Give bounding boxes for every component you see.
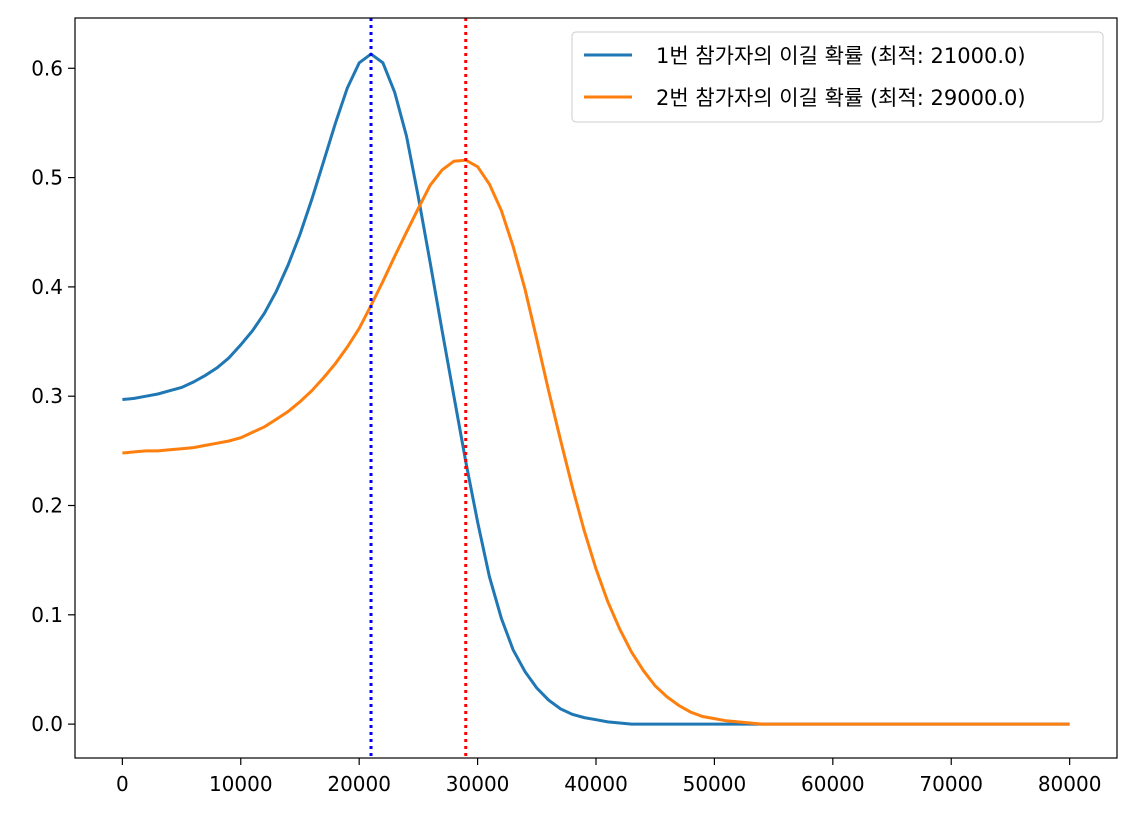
y-tick-label: 0.6	[31, 56, 63, 80]
x-tick-label: 80000	[1038, 772, 1102, 796]
y-tick-label: 0.2	[31, 494, 63, 518]
x-tick-label: 30000	[446, 772, 510, 796]
y-tick-label: 0.4	[31, 275, 63, 299]
x-tick-label: 40000	[564, 772, 628, 796]
y-tick-label: 0.1	[31, 603, 63, 627]
x-tick-label: 70000	[919, 772, 983, 796]
x-tick-label: 60000	[801, 772, 865, 796]
y-tick-label: 0.5	[31, 166, 63, 190]
series-line-1	[122, 52, 1070, 726]
series-line-2	[122, 158, 1070, 726]
x-tick-label: 0	[116, 772, 129, 796]
x-tick-label: 10000	[209, 772, 273, 796]
legend-label-series-1: 1번 참가자의 이길 확률 (최적: 21000.0)	[656, 44, 1026, 68]
plot-frame	[74, 17, 1118, 759]
legend: 1번 참가자의 이길 확률 (최적: 21000.0) 2번 참가자의 이길 확…	[571, 31, 1104, 123]
y-tick-label: 0.3	[31, 384, 63, 408]
legend-box	[571, 31, 1104, 123]
x-tick-label: 50000	[683, 772, 747, 796]
legend-label-series-2: 2번 참가자의 이길 확률 (최적: 29000.0)	[656, 86, 1026, 110]
y-tick-label: 0.0	[31, 712, 63, 736]
x-tick-label: 20000	[327, 772, 391, 796]
